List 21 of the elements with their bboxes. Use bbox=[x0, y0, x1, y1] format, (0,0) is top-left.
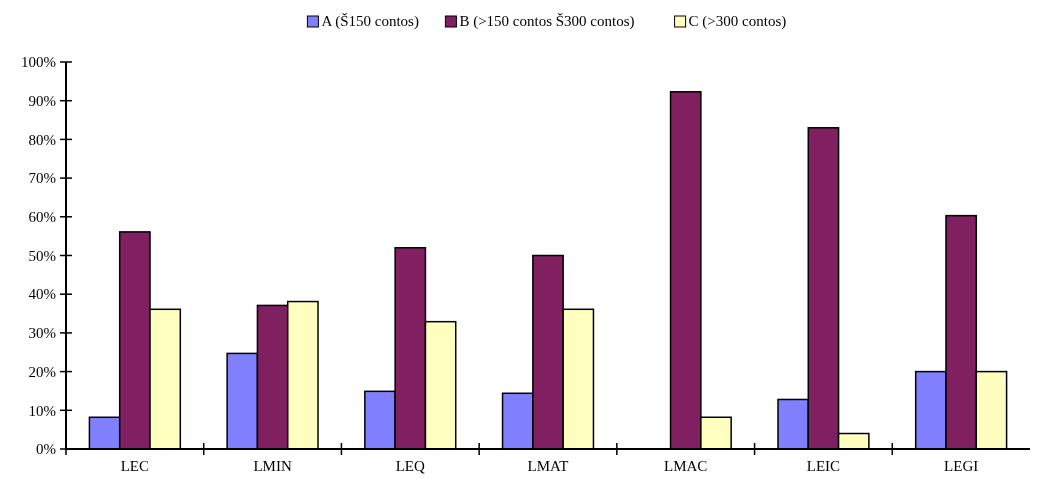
y-tick-label: 80% bbox=[28, 131, 56, 148]
y-tick-label: 60% bbox=[28, 209, 56, 226]
legend-label: C (>300 contos) bbox=[688, 13, 787, 30]
y-tick-label: 10% bbox=[28, 402, 56, 419]
y-tick-label: 30% bbox=[28, 325, 56, 342]
y-tick-label: 100% bbox=[21, 54, 56, 71]
legend-label: A (Š150 contos) bbox=[321, 13, 419, 30]
x-tick-label: LEC bbox=[120, 458, 150, 474]
x-tick-label: LMAT bbox=[527, 458, 569, 474]
x-tick-label: LEGI bbox=[944, 458, 979, 474]
y-tick-label: 0% bbox=[36, 441, 56, 458]
x-tick-label: LEQ bbox=[395, 458, 426, 474]
y-tick-label: 40% bbox=[28, 286, 56, 303]
x-tick-label: LEIC bbox=[806, 458, 841, 474]
y-tick-label: 70% bbox=[28, 170, 56, 187]
legend-label: B (>150 contos Š300 contos) bbox=[459, 13, 635, 30]
y-tick-label: 20% bbox=[28, 363, 56, 380]
y-tick-label: 50% bbox=[28, 247, 56, 264]
y-tick-label: 90% bbox=[28, 92, 56, 109]
x-tick-label: LMAC bbox=[664, 458, 708, 474]
x-tick-label: LMIN bbox=[253, 458, 292, 474]
